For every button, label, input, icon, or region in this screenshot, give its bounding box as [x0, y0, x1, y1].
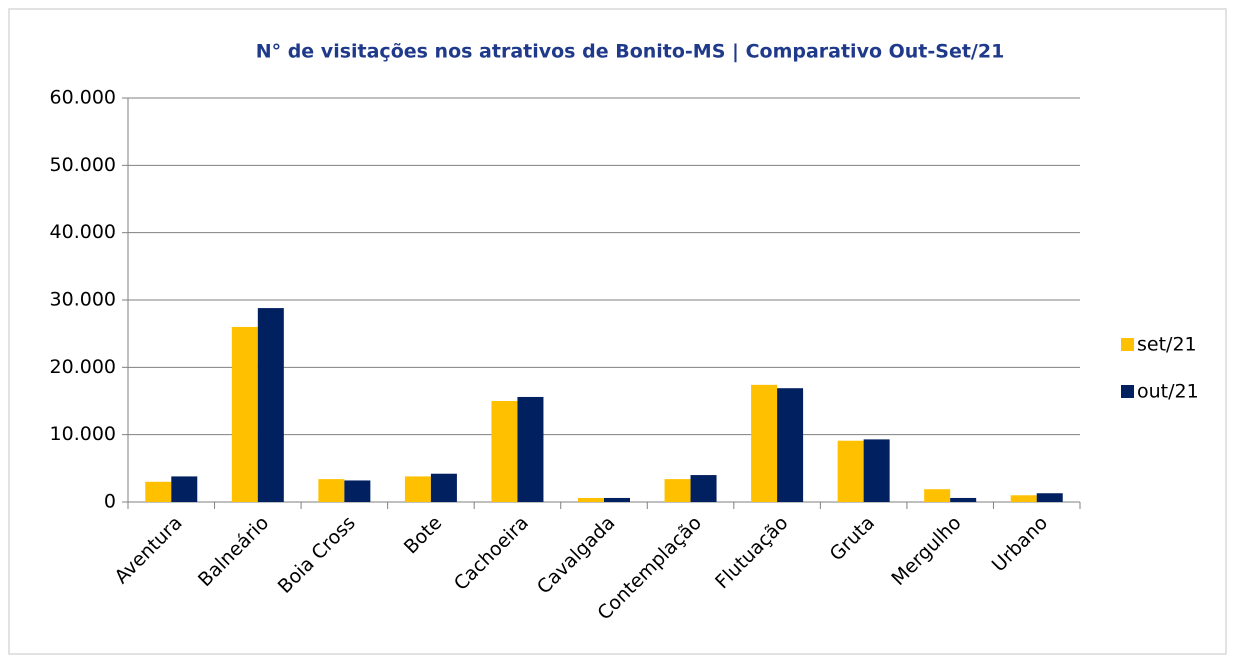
y-tick-label: 40.000: [50, 221, 116, 243]
bar: [491, 401, 518, 502]
bar: [318, 479, 345, 502]
bar: [690, 475, 717, 502]
legend-swatch: [1121, 338, 1134, 351]
bar: [751, 384, 778, 502]
bar: [837, 440, 864, 502]
legend-label: out/21: [1137, 381, 1199, 403]
bar: [777, 388, 804, 502]
bar: [664, 479, 691, 502]
bar: [404, 476, 431, 502]
bar: [950, 497, 977, 502]
legend-label: set/21: [1137, 334, 1197, 356]
bar: [863, 439, 890, 502]
bar: [924, 489, 951, 502]
legend-swatch: [1121, 385, 1134, 398]
bar: [517, 396, 544, 502]
y-tick-label: 0: [104, 491, 116, 513]
bar: [1010, 495, 1037, 502]
chart-border: [8, 8, 1227, 655]
bar: [257, 308, 284, 502]
bar: [145, 481, 172, 502]
bar: [604, 497, 630, 502]
bar: [430, 473, 457, 502]
bar: [171, 476, 198, 502]
y-tick-label: 10.000: [50, 423, 116, 445]
y-tick-label: 20.000: [50, 356, 116, 378]
bar: [1036, 493, 1063, 502]
bar: [231, 326, 258, 502]
y-tick-label: 60.000: [50, 87, 116, 109]
y-tick-label: 30.000: [50, 289, 116, 311]
bar: [344, 480, 371, 502]
bar: [578, 497, 604, 502]
chart-title: N° de visitações nos atrativos de Bonito…: [256, 41, 1005, 63]
y-tick-label: 50.000: [50, 154, 116, 176]
